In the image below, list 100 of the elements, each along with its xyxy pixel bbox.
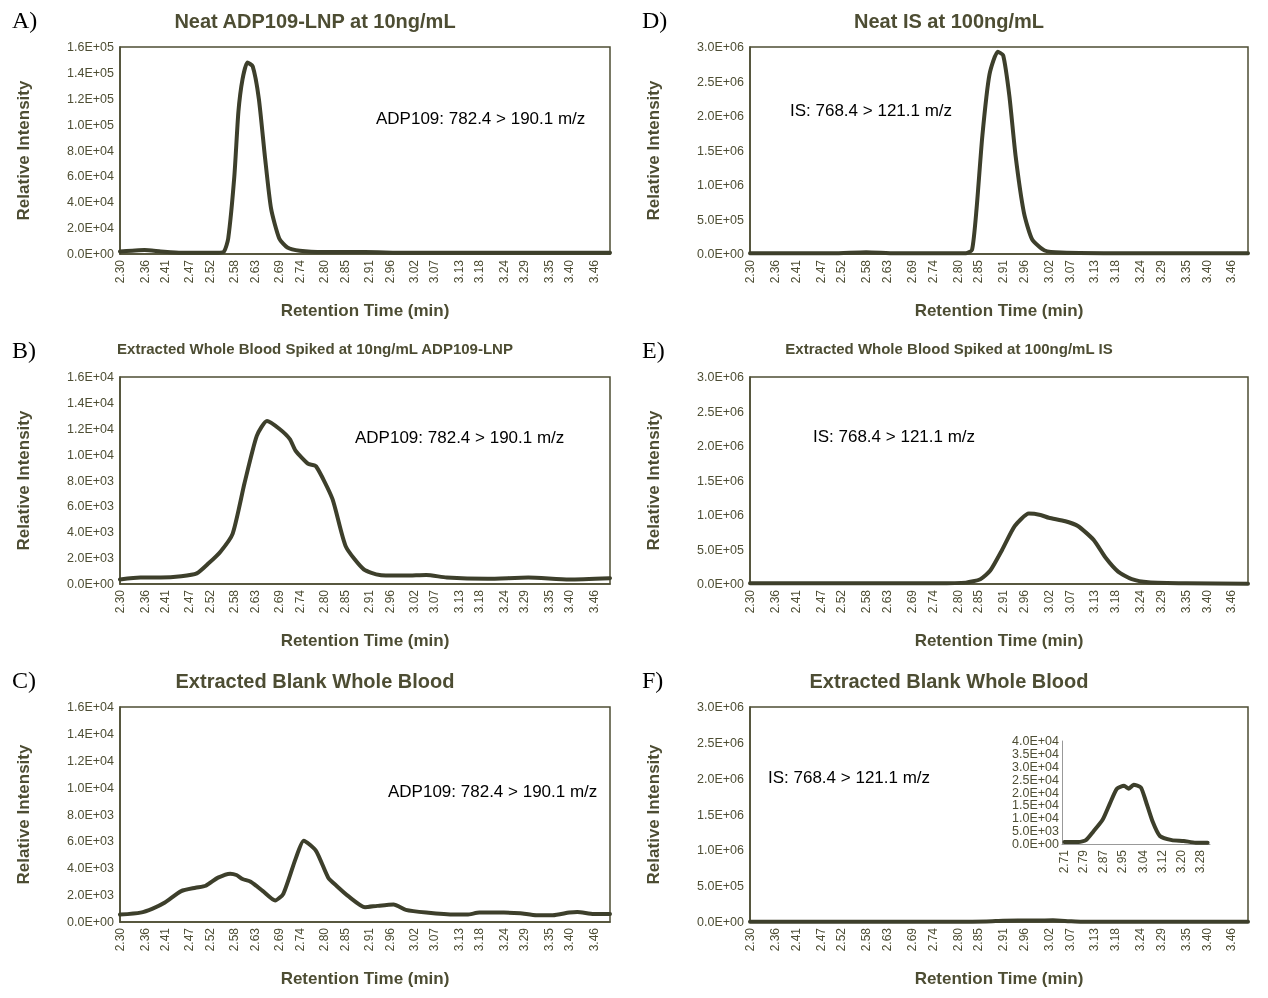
text: A) — [12, 7, 38, 33]
x-tick-label: 2.96 — [1016, 927, 1031, 952]
y-tick-label: 8.0E+03 — [67, 473, 115, 488]
x-tick-label: 3.24 — [496, 927, 511, 952]
x-tick-label: 2.80 — [317, 927, 332, 952]
x-tick-label: 3.18 — [1108, 927, 1123, 952]
x-tick-label: 2.96 — [1016, 589, 1031, 614]
x-tick-label: 2.69 — [272, 589, 287, 614]
x-axis-title: Retention Time (min) — [914, 969, 1084, 988]
x-tick-label: 3.46 — [586, 927, 601, 952]
x-tick-label: 2.36 — [137, 259, 152, 284]
y-tick-label: 1.2E+05 — [67, 91, 115, 106]
x-tick-label: 2.87 — [1095, 849, 1110, 874]
y-tick-label: 3.0E+04 — [1012, 759, 1060, 774]
y-tick-label: 1.5E+06 — [697, 143, 745, 158]
y-tick-label: 1.0E+04 — [1012, 811, 1060, 826]
x-tick-label: 2.91 — [362, 259, 377, 284]
x-tick-label: 2.58 — [227, 259, 242, 284]
y-tick-label: 0.0E+00 — [1012, 837, 1060, 851]
x-tick-label: 2.96 — [382, 259, 397, 284]
y-tick-label: 2.0E+03 — [67, 551, 115, 566]
x-tick-label: 3.18 — [472, 589, 487, 614]
x-tick-label: 3.20 — [1174, 849, 1189, 874]
x-tick-label: 3.46 — [1224, 927, 1239, 952]
x-tick-label: 3.40 — [1199, 259, 1214, 284]
chart-title: Neat IS at 100ng/mL — [853, 10, 1045, 32]
x-tick-label: 2.69 — [272, 259, 287, 284]
y-tick-label: 4.0E+04 — [1012, 734, 1060, 748]
x-tick-label: 3.07 — [427, 259, 442, 284]
x-tick-label: 2.36 — [137, 927, 152, 952]
y-tick-label: 5.0E+05 — [697, 879, 745, 894]
x-tick-label: 2.85 — [971, 589, 986, 614]
annotation: IS: 768.4 > 121.1 m/z — [813, 426, 976, 446]
x-axis-title: Retention Time (min) — [914, 631, 1084, 650]
x-tick-label: 3.35 — [541, 589, 556, 614]
x-tick-label: 2.52 — [202, 259, 217, 284]
x-tick-label: 3.13 — [1087, 259, 1102, 284]
y-tick-label: 6.0E+03 — [67, 499, 115, 514]
y-tick-label: 5.0E+03 — [1012, 824, 1060, 839]
y-tick-label: 4.0E+03 — [67, 861, 115, 876]
y-tick-label: 1.5E+04 — [1012, 798, 1060, 813]
x-tick-label: 2.30 — [743, 259, 757, 284]
x-tick-label: 3.02 — [407, 589, 421, 614]
x-tick-label: 2.96 — [1016, 259, 1031, 284]
x-tick-label: 2.79 — [1076, 849, 1091, 874]
x-tick-label: 2.63 — [247, 259, 262, 284]
x-tick-label: 2.41 — [157, 589, 172, 614]
x-tick-label: 3.40 — [562, 589, 577, 614]
x-tick-label: 2.91 — [996, 927, 1011, 952]
x-tick-label: 2.47 — [813, 259, 828, 284]
x-tick-label: 2.30 — [743, 927, 757, 952]
chart-title: Extracted Blank Whole Blood — [809, 670, 1089, 692]
x-tick-label: 2.41 — [788, 589, 803, 614]
x-tick-label: 2.80 — [950, 927, 965, 952]
y-axis-title: Relative Intensity — [644, 410, 663, 551]
x-tick-label: 3.18 — [472, 927, 487, 952]
x-tick-label: 2.30 — [743, 589, 757, 614]
x-tick-label: 2.52 — [834, 259, 849, 284]
y-tick-label: 2.0E+06 — [697, 771, 745, 786]
x-tick-label: 3.35 — [1178, 927, 1193, 952]
x-tick-label: 2.58 — [859, 589, 874, 614]
y-tick-label: 1.6E+04 — [67, 370, 115, 384]
x-tick-label: 3.02 — [1041, 589, 1056, 614]
x-tick-label: 3.24 — [1133, 589, 1148, 614]
x-tick-label: 2.36 — [767, 927, 782, 952]
x-tick-label: 3.46 — [586, 259, 601, 284]
x-tick-label: 2.71 — [1057, 849, 1072, 874]
y-tick-label: 0.0E+00 — [67, 915, 115, 929]
y-axis-title: Relative Intensity — [644, 744, 663, 885]
x-tick-label: 3.46 — [1224, 589, 1239, 614]
x-tick-label: 2.52 — [834, 927, 849, 952]
x-tick-label: 3.07 — [427, 589, 442, 614]
annotation: ADP109: 782.4 > 190.1 m/z — [388, 781, 598, 801]
x-axis-title: Retention Time (min) — [914, 301, 1084, 320]
x-tick-label: 3.02 — [1041, 927, 1056, 952]
y-axis-title: Relative Intensity — [14, 410, 33, 551]
y-tick-label: 1.4E+05 — [67, 65, 115, 80]
y-tick-label: 2.0E+06 — [697, 439, 745, 453]
y-tick-label: 1.4E+04 — [67, 726, 115, 741]
x-tick-label: 3.46 — [586, 589, 601, 614]
x-tick-label: 3.40 — [1199, 589, 1214, 614]
text: F) — [642, 667, 664, 693]
x-tick-label: 2.63 — [247, 927, 262, 952]
x-tick-label: 3.40 — [1199, 927, 1214, 952]
x-tick-label: 2.30 — [113, 927, 127, 952]
x-tick-label: 3.12 — [1155, 849, 1170, 874]
y-tick-label: 1.0E+06 — [697, 508, 745, 522]
x-tick-label: 3.40 — [562, 927, 577, 952]
y-tick-label: 1.2E+04 — [67, 753, 115, 768]
x-tick-label: 3.35 — [541, 259, 556, 284]
x-tick-label: 2.36 — [137, 589, 152, 614]
y-tick-label: 0.0E+00 — [697, 915, 745, 929]
x-tick-label: 3.13 — [451, 589, 466, 614]
x-axis-title: Retention Time (min) — [280, 969, 450, 988]
x-tick-label: 3.13 — [1087, 927, 1102, 952]
x-tick-label: 3.40 — [562, 259, 577, 284]
x-tick-label: 2.85 — [337, 259, 352, 284]
x-tick-label: 2.74 — [292, 259, 307, 284]
y-tick-label: 1.0E+06 — [697, 843, 745, 858]
x-tick-label: 2.63 — [247, 589, 262, 614]
